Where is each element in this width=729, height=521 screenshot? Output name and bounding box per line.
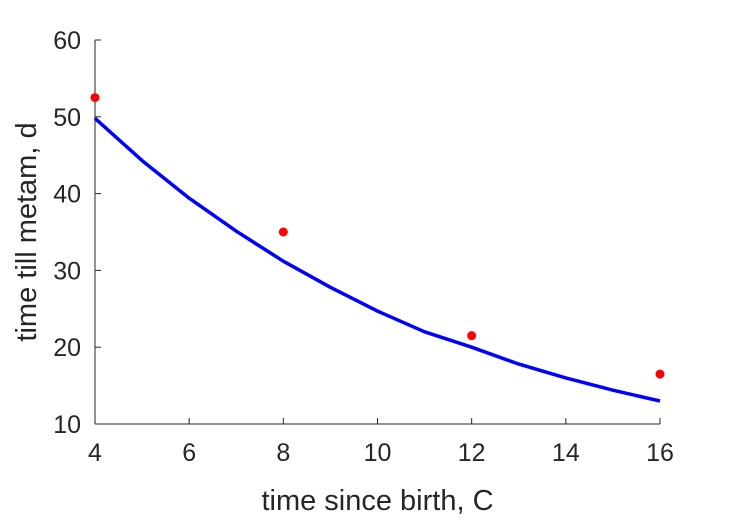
x-tick-label: 8	[276, 439, 290, 467]
series-layer	[90, 93, 665, 403]
y-tick-label: 20	[53, 334, 81, 362]
y-tick-label: 10	[53, 411, 81, 439]
x-tick-label: 14	[552, 439, 580, 467]
x-axis-label: time since birth, C	[261, 485, 493, 517]
y-axis-label: time till metam, d	[11, 122, 43, 341]
fit-line	[93, 116, 661, 403]
x-tick-label: 10	[364, 439, 392, 467]
data-point	[278, 227, 288, 237]
x-tick-label: 16	[646, 439, 674, 467]
y-tick-label: 30	[53, 257, 81, 285]
x-tick-label: 4	[88, 439, 102, 467]
data-point	[90, 93, 100, 103]
data-point	[467, 331, 477, 341]
y-tick-label: 50	[53, 104, 81, 132]
x-tick-label: 12	[458, 439, 486, 467]
axes: 4 6 8 10 12 14 16 10 20 30 40 50 60	[53, 27, 674, 467]
x-tick-label: 6	[182, 439, 196, 467]
data-point	[655, 369, 665, 379]
y-tick-label: 40	[53, 181, 81, 209]
y-tick-label: 60	[53, 27, 81, 55]
